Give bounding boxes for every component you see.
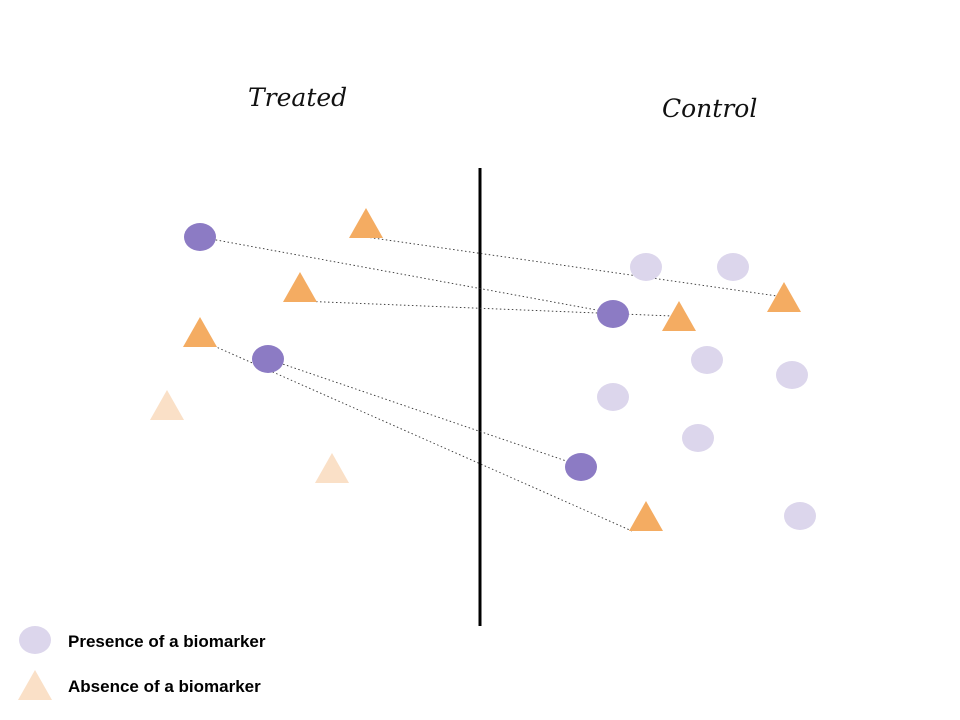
legend-presence-icon	[19, 626, 51, 654]
treated-presence-marker	[184, 223, 216, 251]
control-absence-marker	[629, 501, 663, 531]
control-unmatched-presence-marker	[691, 346, 723, 374]
match-line-4	[267, 358, 582, 467]
control-presence-marker	[597, 300, 629, 328]
control-unmatched-presence-marker	[776, 361, 808, 389]
legend: Presence of a biomarker Absence of a bio…	[18, 626, 266, 700]
legend-presence-label: Presence of a biomarker	[68, 632, 266, 651]
control-unmatched-presence-marker	[597, 383, 629, 411]
treated-absence-marker	[349, 208, 383, 238]
match-line-1	[199, 236, 614, 314]
control-absence-marker	[767, 282, 801, 312]
control-label: Control	[662, 94, 757, 123]
control-absence-marker	[662, 301, 696, 331]
control-unmatched-presence-marker	[630, 253, 662, 281]
control-unmatched-presence-marker	[784, 502, 816, 530]
control-presence-marker	[565, 453, 597, 481]
legend-absence-icon	[18, 670, 52, 700]
treated-unmatched-absence-marker	[150, 390, 184, 420]
legend-absence-label: Absence of a biomarker	[68, 677, 261, 696]
treated-label: Treated	[248, 83, 347, 112]
treated-absence-marker	[283, 272, 317, 302]
control-unmatched-presence-marker	[682, 424, 714, 452]
treated-absence-marker	[183, 317, 217, 347]
treated-presence-marker	[252, 345, 284, 373]
treated-unmatched-absence-marker	[315, 453, 349, 483]
control-unmatched-presence-marker	[717, 253, 749, 281]
match-line-5	[213, 345, 633, 532]
